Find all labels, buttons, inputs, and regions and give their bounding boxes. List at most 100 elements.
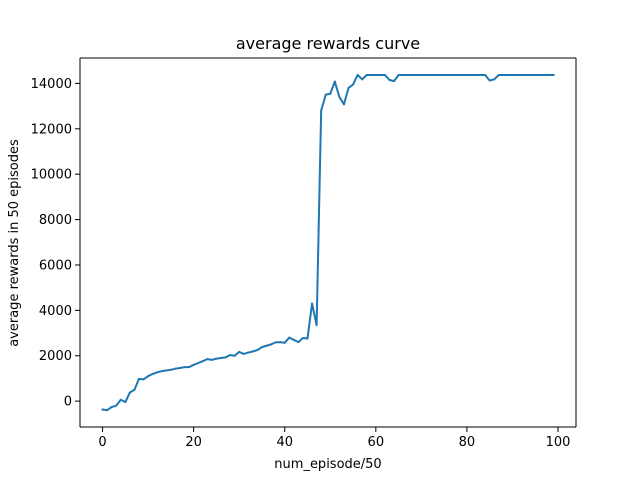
data-point xyxy=(456,74,459,77)
data-point xyxy=(320,109,323,112)
data-point xyxy=(274,341,277,344)
data-point xyxy=(183,366,186,369)
data-point xyxy=(493,78,496,81)
data-point xyxy=(169,368,172,371)
y-tick-label: 0 xyxy=(64,395,72,410)
data-point xyxy=(347,86,350,89)
data-point xyxy=(333,80,336,83)
data-point xyxy=(338,96,341,99)
series-line-0 xyxy=(101,74,555,412)
data-point xyxy=(265,344,268,347)
data-point xyxy=(438,74,441,77)
data-point xyxy=(342,103,345,106)
data-point xyxy=(479,74,482,77)
data-point xyxy=(415,74,418,77)
plot-area xyxy=(80,58,576,427)
data-point xyxy=(470,74,473,77)
x-tick-label: 100 xyxy=(546,435,571,450)
data-point xyxy=(210,358,213,361)
data-point xyxy=(397,74,400,77)
y-tick-label: 8000 xyxy=(39,213,72,228)
chart-title: average rewards curve xyxy=(236,34,420,53)
data-point xyxy=(283,341,286,344)
data-point xyxy=(388,79,391,82)
data-point xyxy=(520,74,523,77)
axes-layer: 0 20 40 60 80 100 0 2000 4000 6000 8000 10000 12000 1… xyxy=(31,57,577,450)
data-point xyxy=(497,74,500,77)
data-point xyxy=(406,74,409,77)
data-point xyxy=(101,408,104,411)
data-point xyxy=(502,74,505,77)
data-point xyxy=(543,74,546,77)
data-point xyxy=(174,367,177,370)
y-tick-label: 10000 xyxy=(31,168,72,183)
data-point xyxy=(115,404,118,407)
data-point xyxy=(356,74,359,77)
data-point xyxy=(475,74,478,77)
data-point xyxy=(361,78,364,81)
data-point xyxy=(424,74,427,77)
data-point xyxy=(434,74,437,77)
data-point xyxy=(288,336,291,339)
data-point xyxy=(324,93,327,96)
data-point xyxy=(238,350,241,353)
data-point xyxy=(279,341,282,344)
data-point xyxy=(233,354,236,357)
data-point xyxy=(352,83,355,86)
data-point xyxy=(192,363,195,366)
data-point xyxy=(365,74,368,77)
y-tick-label: 14000 xyxy=(31,77,72,92)
plot-layer xyxy=(101,74,555,412)
x-axis-label: num_episode/50 xyxy=(274,457,381,472)
data-point xyxy=(429,74,432,77)
data-point xyxy=(516,74,519,77)
data-point xyxy=(106,409,109,412)
data-point xyxy=(215,357,218,360)
data-point xyxy=(538,74,541,77)
data-point xyxy=(552,74,555,77)
data-point xyxy=(393,80,396,83)
data-point xyxy=(488,79,491,82)
data-point xyxy=(447,74,450,77)
data-point xyxy=(219,357,222,360)
x-tick-label: 20 xyxy=(185,435,202,450)
data-point xyxy=(383,74,386,77)
data-point xyxy=(206,358,209,361)
x-tick-label: 60 xyxy=(368,435,385,450)
data-point xyxy=(201,360,204,363)
data-point xyxy=(374,74,377,77)
data-point xyxy=(329,92,332,95)
y-tick-label: 6000 xyxy=(39,258,72,273)
data-point xyxy=(110,406,113,409)
data-point xyxy=(197,362,200,364)
y-tick-label: 4000 xyxy=(39,304,72,319)
data-point xyxy=(311,302,314,305)
x-tick-label: 40 xyxy=(276,435,293,450)
data-point xyxy=(133,388,136,391)
data-point xyxy=(484,74,487,77)
x-tick-label: 0 xyxy=(98,435,106,450)
data-point xyxy=(411,74,414,77)
data-point xyxy=(251,350,254,353)
data-point xyxy=(165,369,168,372)
data-point xyxy=(270,343,273,346)
data-point xyxy=(379,74,382,77)
data-point xyxy=(529,74,532,77)
y-tick-label: 2000 xyxy=(39,349,72,364)
data-point xyxy=(315,324,318,327)
data-point xyxy=(137,377,140,380)
data-point xyxy=(534,74,537,77)
data-point xyxy=(229,354,232,357)
data-point xyxy=(420,74,423,77)
data-point xyxy=(461,74,464,77)
data-point xyxy=(297,341,300,344)
data-point xyxy=(306,337,309,340)
data-point xyxy=(260,346,263,349)
x-tick-label: 80 xyxy=(459,435,476,450)
data-point xyxy=(142,378,145,381)
data-point xyxy=(178,367,181,369)
data-point xyxy=(256,349,259,352)
data-point xyxy=(188,366,191,369)
data-point xyxy=(511,74,514,77)
